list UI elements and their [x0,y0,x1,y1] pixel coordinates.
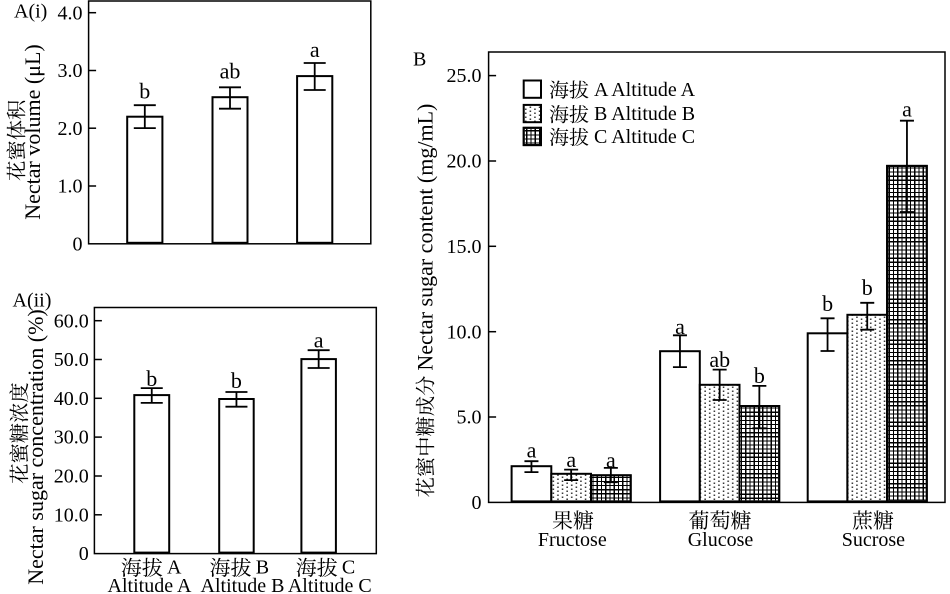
svg-text:10.0: 10.0 [447,321,482,343]
svg-text:a: a [527,438,537,463]
svg-text:5.0: 5.0 [457,407,482,429]
svg-text:B Altitude B: B Altitude B [594,103,695,125]
svg-text:15.0: 15.0 [447,236,482,258]
svg-text:ab: ab [220,59,241,84]
svg-text:b: b [754,363,765,388]
svg-text:40.0: 40.0 [54,388,89,410]
svg-text:Nectar sugar concentration (%): Nectar sugar concentration (%) [23,309,48,584]
svg-text:Nectar sugar content (mg/mL): Nectar sugar content (mg/mL) [412,104,437,371]
svg-text:60.0: 60.0 [54,310,89,332]
svg-text:a: a [566,447,576,472]
svg-text:A Altitude A: A Altitude A [594,79,696,101]
svg-text:20.0: 20.0 [447,151,482,173]
svg-text:Altitude B: Altitude B [201,575,285,594]
svg-text:30.0: 30.0 [54,427,89,449]
svg-text:Sucrose: Sucrose [842,529,905,551]
svg-text:50.0: 50.0 [54,349,89,371]
svg-text:b: b [862,275,873,300]
svg-text:b: b [822,291,833,316]
svg-text:a: a [310,37,320,62]
svg-text:b: b [139,79,150,104]
svg-text:20.0: 20.0 [54,466,89,488]
svg-text:Glucose: Glucose [688,529,754,551]
svg-text:2.0: 2.0 [58,118,83,140]
svg-text:A: A [167,557,182,579]
svg-text:a: a [902,97,912,122]
svg-text:B: B [256,557,269,579]
svg-text:1.0: 1.0 [58,176,83,198]
svg-text:25.0: 25.0 [447,65,482,87]
svg-text:0: 0 [73,233,83,255]
svg-text:10.0: 10.0 [54,504,89,526]
svg-text:A(ii): A(ii) [13,290,52,312]
svg-text:b: b [146,366,157,391]
svg-text:B: B [413,48,426,70]
svg-text:Nectar volume (μL): Nectar volume (μL) [20,44,45,220]
svg-text:4.0: 4.0 [58,2,83,24]
svg-text:0: 0 [472,492,482,514]
svg-text:a: a [606,448,616,473]
svg-text:C: C [342,557,355,579]
svg-text:A(i): A(i) [14,1,47,23]
svg-text:Altitude A: Altitude A [108,575,192,594]
svg-text:Fructose: Fructose [538,529,607,551]
svg-text:Altitude C: Altitude C [288,575,372,594]
svg-text:a: a [675,314,685,339]
svg-text:ab: ab [709,347,730,372]
svg-text:0: 0 [79,543,89,565]
svg-text:C Altitude C: C Altitude C [594,126,695,148]
svg-text:3.0: 3.0 [58,60,83,82]
svg-text:b: b [231,368,242,393]
svg-text:a: a [314,327,324,352]
